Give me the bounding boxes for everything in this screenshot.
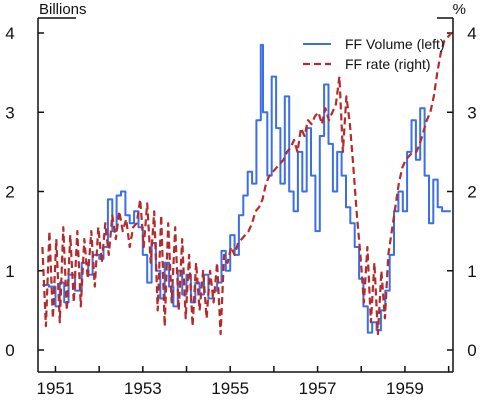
right-tick-label: 1 — [467, 262, 476, 281]
plot-frame — [37, 17, 454, 373]
left-tick-label: 4 — [5, 24, 14, 43]
x-tick-label: 1959 — [386, 379, 424, 398]
left-tick-label: 3 — [5, 103, 14, 122]
legend-label-ff-volume: FF Volume (left) — [345, 36, 445, 52]
right-axis-ticks: 0 1 2 3 4 — [447, 24, 477, 360]
right-axis-unit-label: % — [453, 1, 466, 18]
ff-rate-line — [41, 32, 453, 336]
right-tick-label: 2 — [467, 183, 476, 202]
left-tick-label: 2 — [5, 183, 14, 202]
legend: FF Volume (left) FF rate (right) — [303, 36, 445, 72]
left-tick-label: 0 — [5, 341, 14, 360]
left-tick-label: 1 — [5, 262, 14, 281]
left-axis-unit-label: Billions — [39, 1, 87, 18]
x-tick-label: 1951 — [37, 379, 75, 398]
left-axis-ticks: 0 1 2 3 4 — [5, 24, 44, 360]
x-axis-ticks: 1951 1953 1955 1957 1959 — [37, 366, 450, 398]
x-tick-label: 1953 — [124, 379, 162, 398]
x-tick-label: 1957 — [299, 379, 337, 398]
right-tick-label: 3 — [467, 103, 476, 122]
ff-volume-line — [42, 43, 451, 334]
legend-label-ff-rate: FF rate (right) — [345, 56, 431, 72]
x-tick-label: 1955 — [211, 379, 249, 398]
right-tick-label: 4 — [467, 24, 476, 43]
right-tick-label: 0 — [467, 341, 476, 360]
